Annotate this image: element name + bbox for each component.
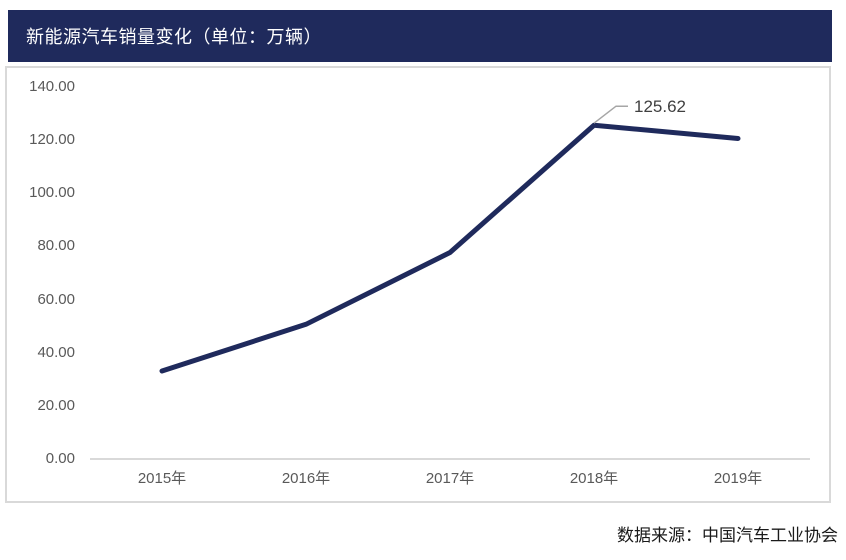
line-plot: 125.62 bbox=[90, 97, 810, 460]
annotation-leader-line bbox=[593, 105, 628, 124]
y-tick-label: 0.00 bbox=[45, 450, 75, 467]
x-tick-label: 2015年 bbox=[137, 470, 187, 487]
y-tick-label: 120.00 bbox=[29, 131, 75, 148]
x-tick-label: 2019年 bbox=[713, 470, 763, 487]
chart-title: 新能源汽车销量变化（单位：万辆） bbox=[26, 27, 322, 47]
y-tick-label: 80.00 bbox=[37, 237, 75, 254]
annotation-value-label: 125.62 bbox=[634, 97, 686, 116]
y-tick-label: 140.00 bbox=[29, 78, 75, 95]
x-tick-label: 2016年 bbox=[281, 470, 331, 487]
x-tick-label: 2017年 bbox=[425, 470, 475, 487]
chart-area: 125.62 0.00 20.00 40.00 60.00 80.00 100.00 120… bbox=[5, 66, 831, 503]
y-tick-label: 60.00 bbox=[37, 291, 75, 308]
x-tick-label: 2018年 bbox=[569, 470, 619, 487]
data-source-caption: 数据来源：中国汽车工业协会 bbox=[617, 526, 838, 545]
sales-line-series bbox=[159, 122, 741, 374]
y-tick-label: 100.00 bbox=[29, 184, 75, 201]
chart-title-bar: 新能源汽车销量变化（单位：万辆） bbox=[8, 10, 832, 62]
y-tick-label: 20.00 bbox=[37, 397, 75, 414]
y-tick-label: 40.00 bbox=[37, 344, 75, 361]
